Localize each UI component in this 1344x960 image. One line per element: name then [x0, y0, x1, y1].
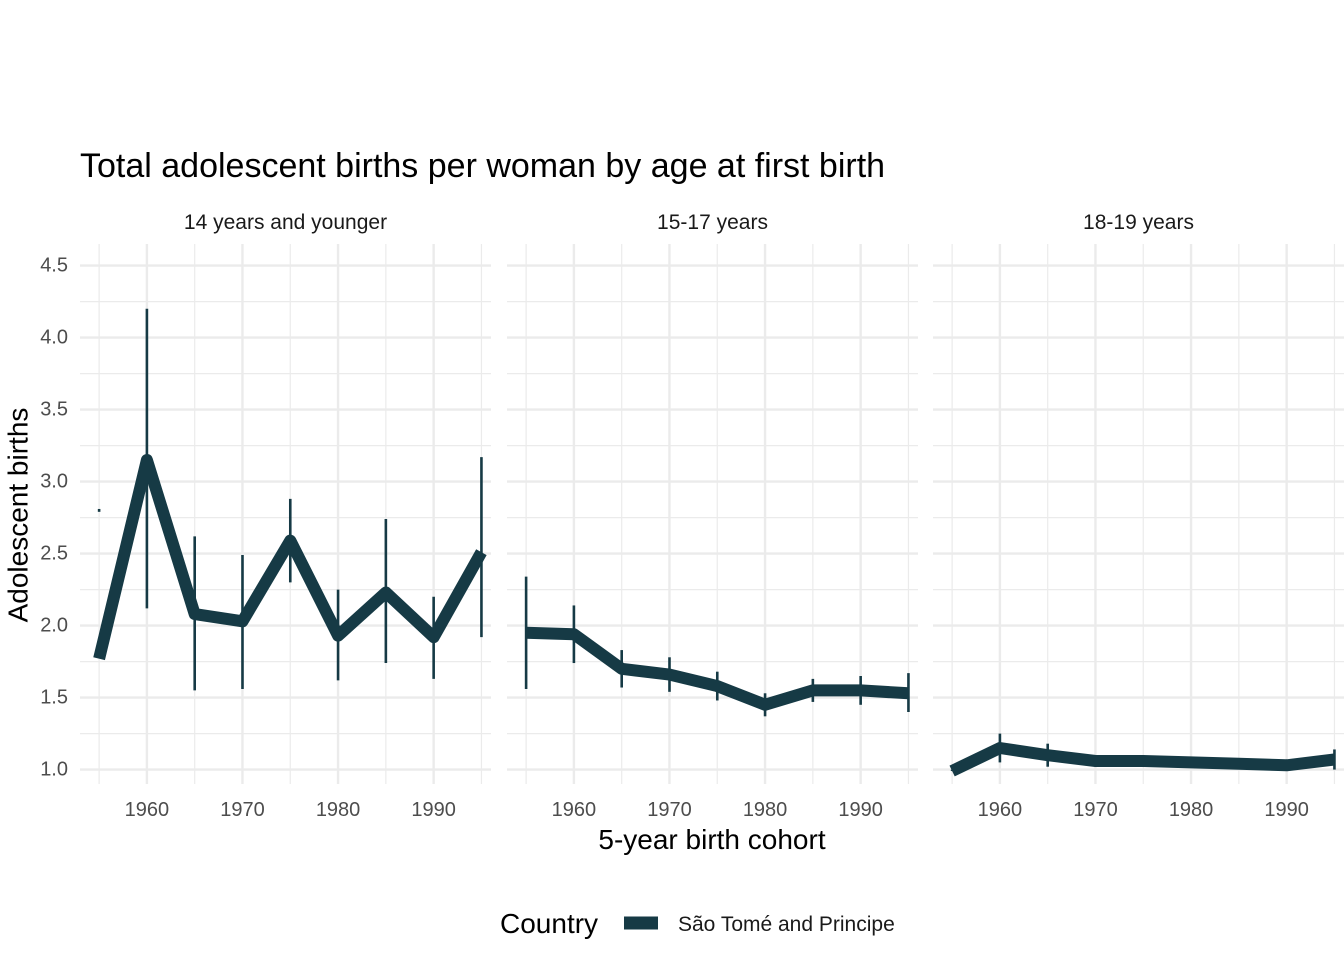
- x-tick-label: 1960: [552, 799, 597, 821]
- x-tick-label: 1980: [743, 799, 788, 821]
- legend: Country São Tomé and Principe: [500, 908, 895, 939]
- facet-label: 14 years and younger: [184, 211, 387, 234]
- x-axis-title: 5-year birth cohort: [598, 824, 825, 855]
- facet-label: 18-19 years: [1083, 211, 1194, 234]
- series-line: [949, 742, 1336, 777]
- chart-title: Total adolescent births per woman by age…: [80, 147, 885, 185]
- legend-title: Country: [500, 908, 598, 939]
- panels: 14 years and younger 1960 1970 1980 1990 1.0 1…: [40, 211, 1344, 821]
- y-tick-label: 3.0: [40, 471, 68, 493]
- y-tick-label: 2.5: [40, 543, 68, 565]
- x-tick-label: 1960: [125, 799, 170, 821]
- series-line: [525, 626, 909, 711]
- x-tick-label: 1960: [978, 799, 1023, 821]
- x-tick-label: 1990: [411, 799, 456, 821]
- x-tick-label: 1990: [838, 799, 883, 821]
- y-tick-label: 3.5: [40, 399, 68, 421]
- x-tick-label: 1980: [1169, 799, 1214, 821]
- x-tick-label: 1990: [1264, 799, 1309, 821]
- panel-2: 15-17 years 1960 1970 1980 1990: [507, 211, 918, 821]
- panel-1: 14 years and younger 1960 1970 1980 1990 1.0 1…: [40, 211, 491, 821]
- y-tick-label: 4.0: [40, 327, 68, 349]
- y-tick-label: 4.5: [40, 255, 68, 277]
- x-tick-label: 1970: [647, 799, 692, 821]
- legend-label: São Tomé and Principe: [678, 913, 895, 936]
- y-axis-title: Adolescent births: [2, 408, 33, 623]
- series-line: [93, 454, 487, 661]
- panel-3: 18-19 years 1960 1970 1980 1990: [933, 211, 1344, 821]
- y-tick-label: 1.5: [40, 687, 68, 709]
- x-tick-label: 1980: [316, 799, 361, 821]
- y-tick-label: 1.0: [40, 759, 68, 781]
- y-tick-label: 2.0: [40, 615, 68, 637]
- facet-label: 15-17 years: [657, 211, 768, 234]
- x-tick-label: 1970: [1073, 799, 1118, 821]
- x-tick-label: 1970: [220, 799, 265, 821]
